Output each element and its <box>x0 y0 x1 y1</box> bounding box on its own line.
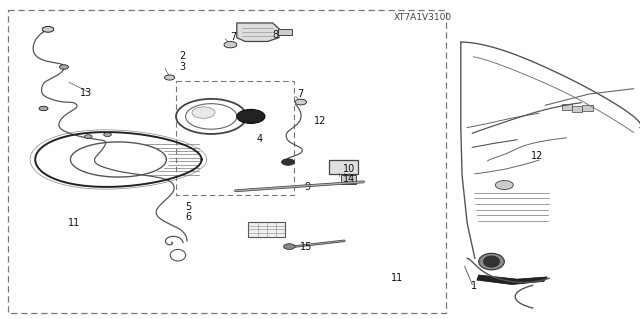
FancyBboxPatch shape <box>329 160 358 174</box>
Bar <box>341 175 356 184</box>
Text: 3: 3 <box>179 62 186 72</box>
Circle shape <box>164 75 175 80</box>
Text: XT7A1V3100: XT7A1V3100 <box>394 13 451 22</box>
Circle shape <box>224 41 237 48</box>
Text: 11: 11 <box>390 272 403 283</box>
Text: 1: 1 <box>470 280 477 291</box>
Text: 12: 12 <box>314 116 326 126</box>
Text: 7: 7 <box>230 32 237 42</box>
Circle shape <box>282 159 294 165</box>
Circle shape <box>84 135 92 138</box>
Text: 2: 2 <box>179 51 186 61</box>
Circle shape <box>39 106 48 111</box>
Bar <box>582 105 593 111</box>
Circle shape <box>60 65 68 69</box>
Ellipse shape <box>484 256 499 267</box>
Text: 15: 15 <box>300 242 312 252</box>
Polygon shape <box>477 275 547 285</box>
Circle shape <box>284 244 295 249</box>
Text: 11: 11 <box>67 218 80 228</box>
Text: 14: 14 <box>342 174 355 184</box>
Text: 10: 10 <box>342 164 355 174</box>
Bar <box>572 106 582 112</box>
Circle shape <box>495 181 513 189</box>
Polygon shape <box>237 23 279 41</box>
Text: 5: 5 <box>186 202 192 212</box>
Circle shape <box>104 133 111 137</box>
Text: 6: 6 <box>186 212 192 222</box>
Text: 8: 8 <box>272 30 278 40</box>
Text: 7: 7 <box>298 89 304 99</box>
Bar <box>562 104 572 110</box>
Circle shape <box>192 107 215 118</box>
Bar <box>248 222 285 237</box>
Circle shape <box>42 26 54 32</box>
Text: 13: 13 <box>80 87 93 98</box>
Circle shape <box>237 109 265 123</box>
Text: 9: 9 <box>304 182 310 192</box>
Text: 4: 4 <box>257 134 263 144</box>
Ellipse shape <box>479 253 504 270</box>
Bar <box>278 29 292 35</box>
Circle shape <box>295 99 307 105</box>
Text: 12: 12 <box>531 151 544 161</box>
